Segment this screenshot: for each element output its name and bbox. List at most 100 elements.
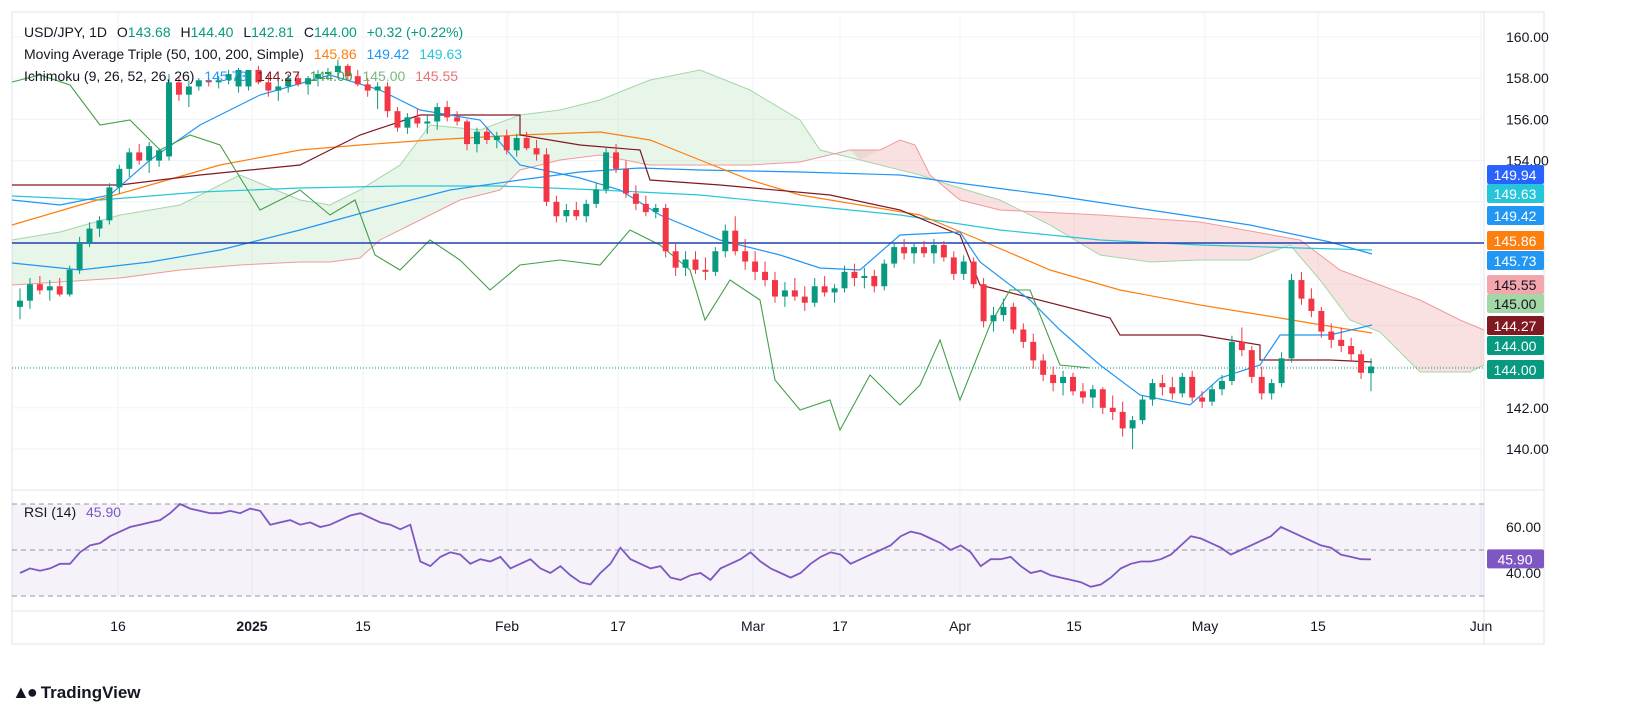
candle-body: [603, 152, 610, 190]
candle-body: [175, 82, 182, 95]
candle-body: [543, 154, 550, 202]
candle-body: [960, 261, 967, 274]
ichimoku-chikou-value: 144.00: [309, 68, 353, 84]
candle-body: [1010, 306, 1017, 330]
candle-body: [752, 261, 759, 272]
ichimoku-label: Ichimoku (9, 26, 52, 26, 26): [24, 68, 195, 84]
candle-body: [26, 284, 33, 301]
candle-body: [771, 280, 778, 297]
candle-body: [503, 135, 510, 151]
candle-body: [215, 80, 222, 83]
candle-body: [553, 201, 560, 217]
candle-body: [573, 210, 580, 217]
candle-body: [404, 117, 411, 128]
candle-body: [841, 271, 848, 289]
candle-body: [1189, 376, 1196, 398]
candle-body: [563, 210, 570, 217]
price-tick-label: 142.00: [1506, 400, 1549, 416]
price-badge-label: 149.63: [1494, 186, 1537, 202]
candle-body: [1000, 306, 1007, 316]
ichimoku-kijun-line: [12, 114, 1373, 363]
rsi-tick-label: 40.00: [1506, 565, 1541, 581]
price-badge-label: 149.94: [1494, 167, 1537, 183]
open-value: 143.68: [127, 24, 171, 40]
candle-body: [483, 131, 490, 140]
candle-body: [732, 230, 739, 252]
candle-body: [275, 86, 282, 91]
price-badge: [1487, 231, 1544, 250]
time-tick-label: May: [1192, 618, 1218, 634]
candle-body: [305, 78, 312, 85]
candle-body: [464, 121, 471, 145]
brand-name: TradingView: [40, 682, 141, 702]
price-badge: [1487, 360, 1544, 379]
candle-body: [692, 259, 699, 270]
candle-body: [1030, 341, 1037, 361]
candle-body: [1079, 391, 1086, 398]
candle-body: [166, 82, 172, 157]
candle-body: [583, 203, 590, 217]
candle-body: [831, 288, 838, 293]
candle-body: [861, 275, 868, 279]
candle-body: [1248, 350, 1255, 377]
close-value: 144.00: [313, 24, 357, 40]
candle-body: [344, 65, 351, 77]
price-badge-label: 144.00: [1494, 338, 1537, 354]
candle-body: [1228, 341, 1235, 382]
candle-body: [255, 69, 262, 83]
candle-body: [394, 111, 401, 128]
candle-body: [76, 243, 83, 270]
candle-body: [324, 72, 331, 75]
candle-body: [980, 284, 987, 322]
candle-body: [384, 86, 391, 112]
legend-rsi-line[interactable]: RSI (14) 45.90: [24, 504, 127, 520]
candle-body: [374, 86, 381, 91]
ichimoku-tenkan-line: [11, 74, 1373, 406]
candle-body: [940, 245, 947, 258]
candle-body: [901, 247, 908, 254]
ma50-line: [11, 131, 1373, 334]
time-tick-label: Jun: [1470, 618, 1493, 634]
candle-body: [1179, 376, 1186, 394]
ma100-line: [11, 167, 1373, 271]
low-label: L: [243, 24, 252, 40]
candle-body: [1119, 411, 1126, 429]
ichimoku-span-b: [11, 139, 1485, 331]
candle-body: [116, 168, 123, 188]
price-badge: [1487, 336, 1544, 355]
candle-body: [414, 117, 421, 124]
legend-ma-line[interactable]: Moving Average Triple (50, 100, 200, Sim…: [24, 46, 468, 62]
candle-body: [513, 137, 520, 151]
tradingview-logo[interactable]: ▲● TradingView: [12, 682, 141, 703]
candle-body: [106, 187, 113, 221]
high-value: 144.40: [190, 24, 234, 40]
candle-body: [493, 135, 500, 140]
candle-body: [722, 230, 729, 252]
legend-ichimoku-line[interactable]: Ichimoku (9, 26, 52, 26, 26) 145.73 144.…: [24, 68, 464, 84]
candle-body: [672, 251, 679, 268]
candle-body: [285, 78, 292, 87]
candle-body: [801, 296, 808, 303]
candle-body: [781, 290, 788, 297]
ichimoku-cloud-bearish: [850, 140, 1484, 372]
candle-body: [632, 193, 639, 204]
change-value: +0.32 (+0.22%): [366, 24, 464, 40]
candle-body: [434, 107, 441, 122]
rsi-line: [19, 502, 1372, 588]
price-badge: [1487, 165, 1544, 184]
price-badge: [1487, 294, 1544, 313]
candle-body: [533, 148, 540, 155]
time-tick-label: Feb: [495, 618, 519, 634]
candle-body: [17, 300, 23, 307]
candle-body: [1199, 397, 1206, 402]
candle-body: [1268, 383, 1275, 394]
ichimoku-chikou-line: [11, 74, 1091, 432]
candle-body: [136, 152, 143, 161]
price-tick-label: 158.00: [1506, 70, 1549, 86]
candle-body: [712, 251, 719, 272]
candle-body: [1159, 383, 1166, 388]
symbol-label: USD/JPY, 1D: [24, 24, 107, 40]
candle-body: [871, 275, 878, 287]
